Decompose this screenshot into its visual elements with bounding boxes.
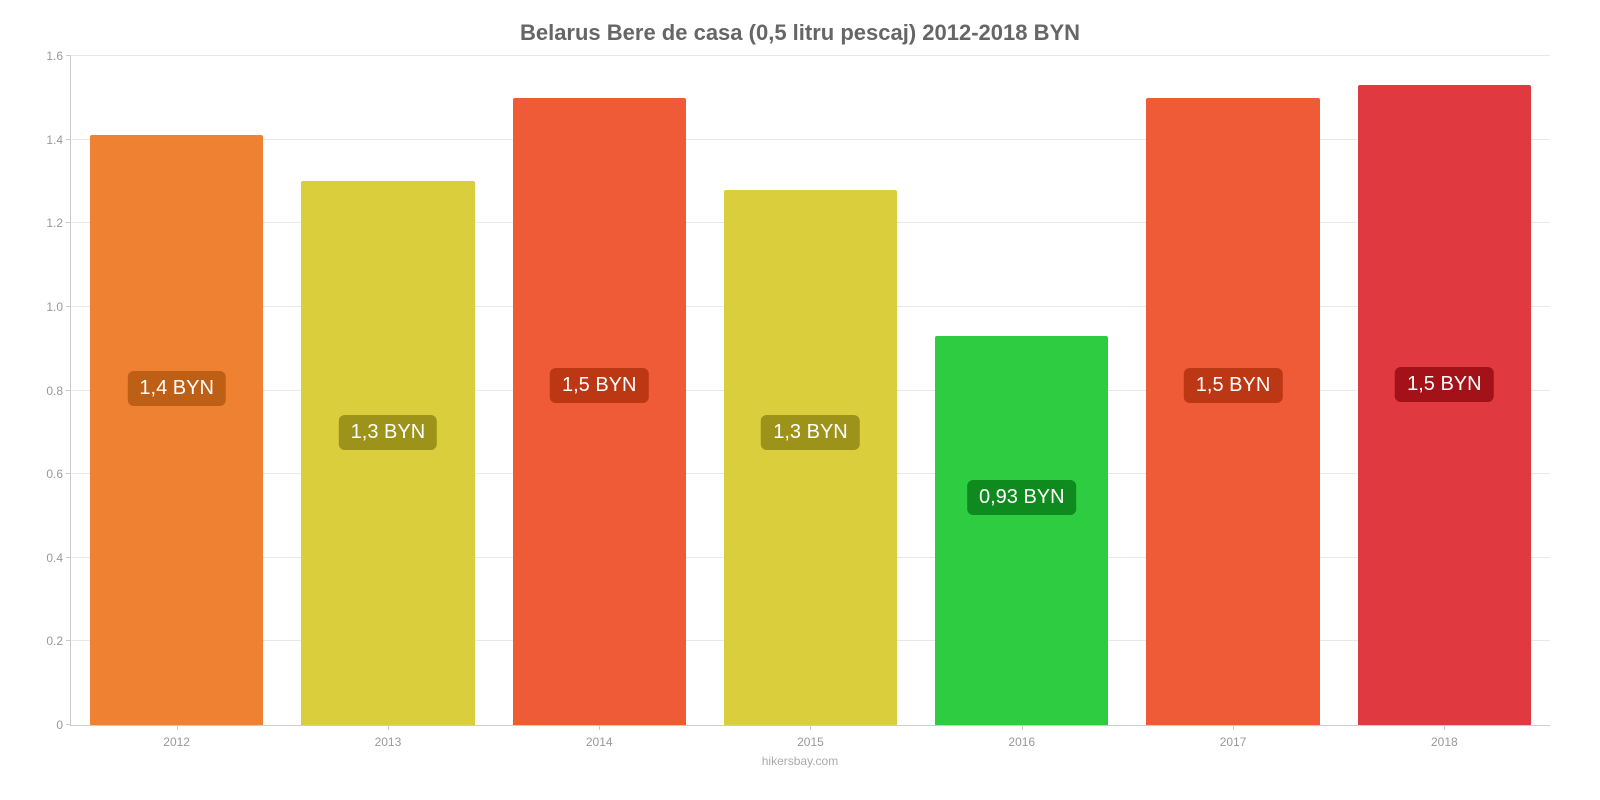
x-tick-mark — [388, 725, 389, 730]
x-tick-mark — [1022, 725, 1023, 730]
bar-slot: 1,5 BYN2017 — [1127, 56, 1338, 725]
x-tick-mark — [1444, 725, 1445, 730]
bar: 1,3 BYN — [724, 190, 897, 725]
x-tick-mark — [1233, 725, 1234, 730]
bar-value-label: 0,93 BYN — [967, 480, 1077, 515]
bar-value-label: 1,3 BYN — [339, 415, 437, 450]
y-tick-mark — [66, 55, 71, 56]
y-tick-label: 1.2 — [46, 216, 71, 230]
y-tick-mark — [66, 473, 71, 474]
bar: 0,93 BYN — [935, 336, 1108, 725]
bar-value-label: 1,5 BYN — [1395, 367, 1493, 402]
bars-layer: 1,4 BYN20121,3 BYN20131,5 BYN20141,3 BYN… — [71, 56, 1550, 725]
bar-slot: 1,5 BYN2014 — [494, 56, 705, 725]
y-tick-mark — [66, 139, 71, 140]
chart-title: Belarus Bere de casa (0,5 litru pescaj) … — [30, 20, 1570, 46]
bar: 1,3 BYN — [301, 181, 474, 725]
y-tick-label: 0.4 — [46, 551, 71, 565]
x-tick-mark — [810, 725, 811, 730]
y-tick-mark — [66, 724, 71, 725]
y-tick-mark — [66, 557, 71, 558]
bar: 1,5 BYN — [1358, 85, 1531, 725]
x-tick-mark — [599, 725, 600, 730]
y-tick-mark — [66, 640, 71, 641]
y-tick-mark — [66, 222, 71, 223]
y-tick-label: 1.6 — [46, 49, 71, 63]
bar-value-label: 1,3 BYN — [761, 415, 859, 450]
plot-area: 1,4 BYN20121,3 BYN20131,5 BYN20141,3 BYN… — [70, 56, 1550, 726]
x-tick-mark — [177, 725, 178, 730]
y-tick-mark — [66, 306, 71, 307]
y-tick-label: 1.4 — [46, 133, 71, 147]
bar-slot: 1,3 BYN2015 — [705, 56, 916, 725]
bar-slot: 1,5 BYN2018 — [1339, 56, 1550, 725]
bar-slot: 0,93 BYN2016 — [916, 56, 1127, 725]
chart-container: Belarus Bere de casa (0,5 litru pescaj) … — [30, 20, 1570, 780]
y-tick-label: 0 — [56, 718, 71, 732]
bar-slot: 1,4 BYN2012 — [71, 56, 282, 725]
bar: 1,5 BYN — [513, 98, 686, 725]
bar: 1,4 BYN — [90, 135, 263, 725]
bar-value-label: 1,5 BYN — [550, 368, 648, 403]
bar-value-label: 1,5 BYN — [1184, 368, 1282, 403]
bar-slot: 1,3 BYN2013 — [282, 56, 493, 725]
chart-footer: hikersbay.com — [30, 754, 1570, 768]
y-tick-label: 0.8 — [46, 384, 71, 398]
bar-value-label: 1,4 BYN — [127, 371, 225, 406]
y-tick-mark — [66, 390, 71, 391]
y-tick-label: 0.6 — [46, 467, 71, 481]
y-tick-label: 0.2 — [46, 634, 71, 648]
bar: 1,5 BYN — [1146, 98, 1319, 725]
y-tick-label: 1.0 — [46, 300, 71, 314]
